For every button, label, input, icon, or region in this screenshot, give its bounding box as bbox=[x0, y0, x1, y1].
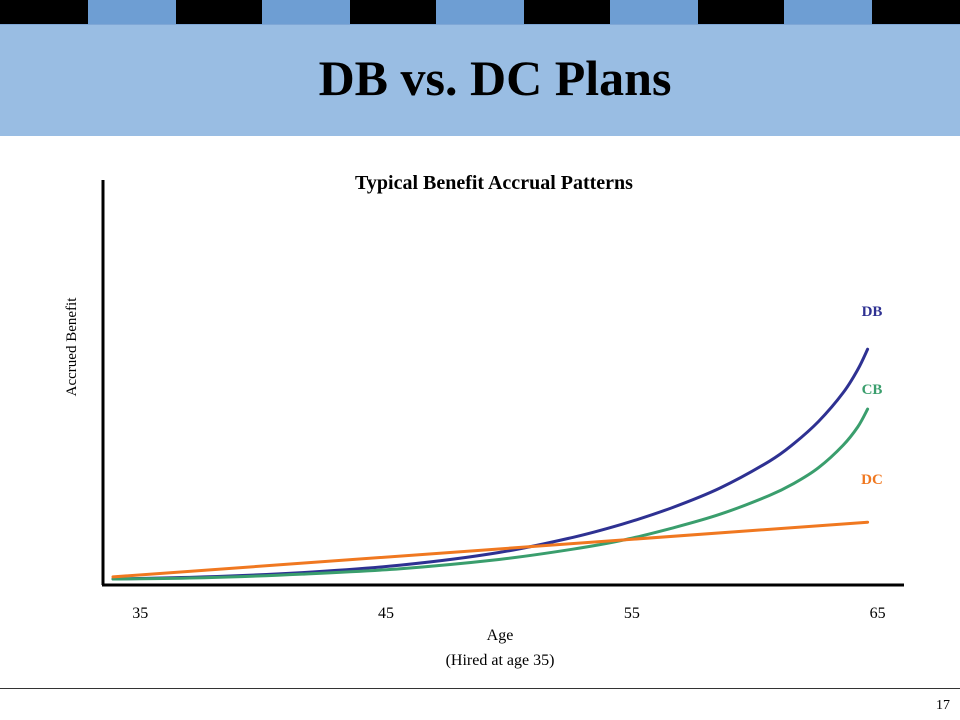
series-label-dc: DC bbox=[861, 472, 883, 488]
series-line-db bbox=[111, 347, 870, 581]
x-tick-label: 45 bbox=[378, 605, 394, 622]
x-tick-label: 65 bbox=[870, 605, 886, 622]
x-axis-label: Age bbox=[487, 627, 514, 644]
benefit-accrual-chart: Typical Benefit Accrual Patterns Accrued… bbox=[64, 172, 904, 669]
header-divider bbox=[0, 24, 960, 25]
y-axis-label: Accrued Benefit bbox=[64, 297, 80, 397]
series-label-cb: CB bbox=[862, 382, 883, 398]
series-line-dc bbox=[111, 520, 870, 579]
series-labels: DB CB DC bbox=[861, 304, 883, 488]
strip-block bbox=[88, 0, 176, 24]
chart-title: Typical Benefit Accrual Patterns bbox=[355, 172, 633, 194]
x-tick-label: 55 bbox=[624, 605, 640, 622]
slide-title: DB vs. DC Plans bbox=[318, 50, 672, 106]
series-line-cb bbox=[111, 407, 870, 581]
x-axis-sublabel: (Hired at age 35) bbox=[446, 652, 555, 669]
series-label-db: DB bbox=[862, 304, 883, 320]
footer-divider bbox=[0, 688, 960, 689]
page-number: 17 bbox=[936, 698, 950, 713]
series-lines bbox=[111, 347, 870, 581]
x-tick-labels: 35 45 55 65 bbox=[132, 605, 885, 622]
x-tick-label: 35 bbox=[132, 605, 148, 622]
strip-block bbox=[610, 0, 698, 24]
strip-block bbox=[436, 0, 524, 24]
strip-block bbox=[784, 0, 872, 24]
strip-block bbox=[262, 0, 350, 24]
decorative-top-strip bbox=[0, 0, 960, 24]
